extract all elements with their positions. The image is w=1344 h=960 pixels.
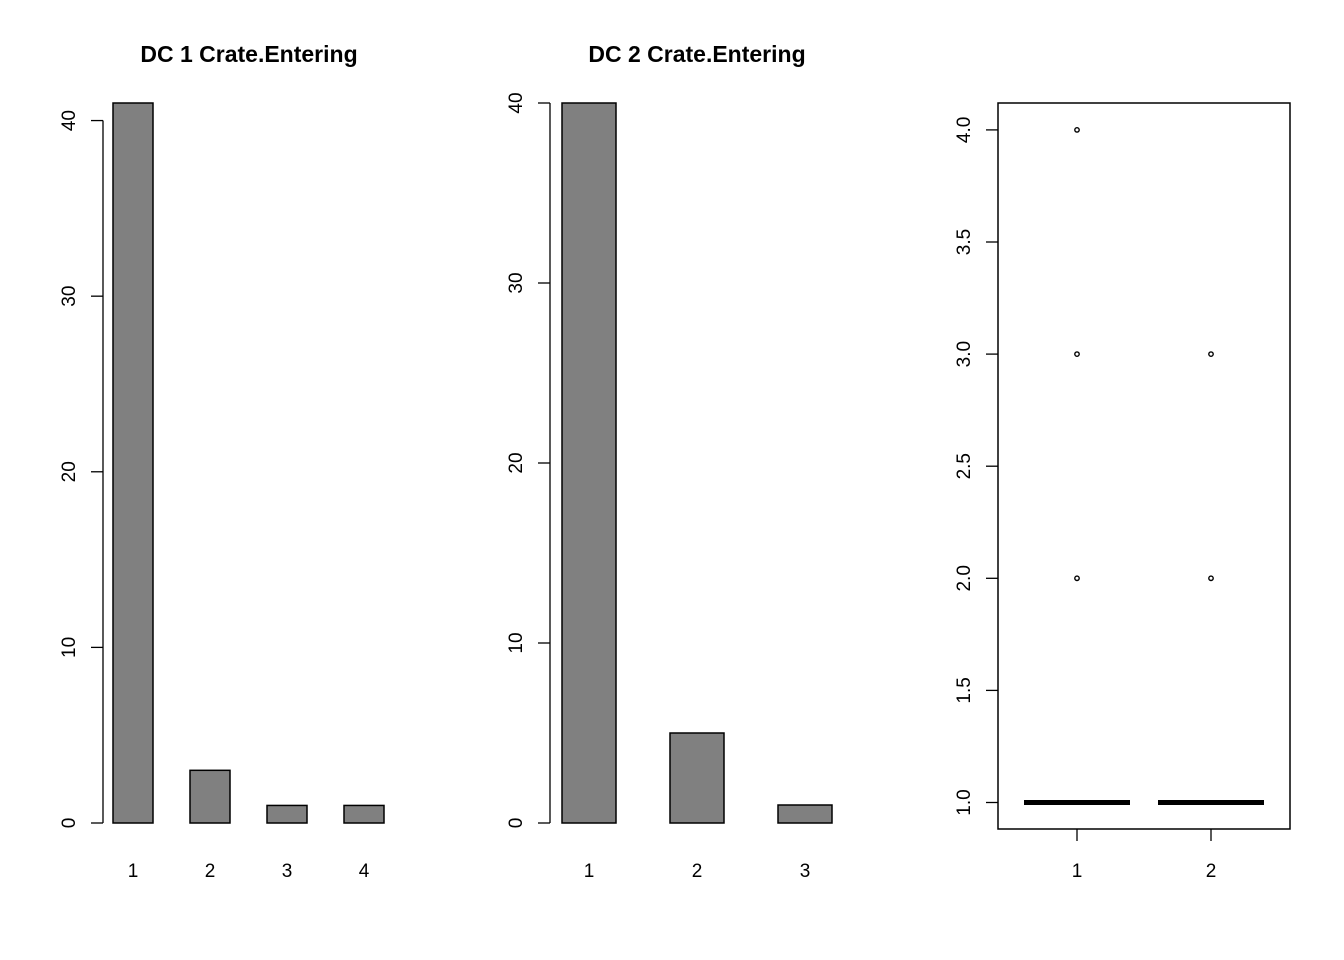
y-tick-label: 4.0 <box>954 117 975 143</box>
bar <box>343 804 385 824</box>
bar <box>777 804 833 824</box>
outlier-point <box>1074 351 1080 357</box>
bar <box>561 102 617 824</box>
x-category-label: 2 <box>1206 861 1217 882</box>
bar <box>669 732 725 824</box>
y-tick-label: 3.5 <box>954 229 975 255</box>
bar <box>112 102 154 824</box>
x-category-label: 3 <box>800 861 811 882</box>
chart-title: DC 2 Crate.Entering <box>588 41 805 67</box>
bar-chart-dc2: DC 2 Crate.Entering 0 10 20 30 40 1 2 3 <box>506 41 833 882</box>
outlier-point <box>1208 351 1214 357</box>
y-tick-label: 2.0 <box>954 565 975 591</box>
bar-chart-dc1: DC 1 Crate.Entering 0 10 20 30 40 1 2 3 4 <box>59 41 385 882</box>
y-tick-label: 40 <box>506 92 527 113</box>
y-tick-label: 10 <box>59 637 80 658</box>
y-tick-label: 3.0 <box>954 341 975 367</box>
y-tick-label: 1.0 <box>954 789 975 815</box>
outlier-point <box>1074 126 1080 133</box>
y-tick-label: 30 <box>59 286 80 307</box>
outlier-point <box>1208 575 1214 582</box>
chart-title: DC 1 Crate.Entering <box>140 41 357 67</box>
x-category-label: 3 <box>282 861 293 882</box>
plot-frame <box>997 102 1291 830</box>
y-tick-label: 2.5 <box>954 453 975 479</box>
x-category-label: 4 <box>359 861 370 882</box>
y-tick-label: 1.5 <box>954 677 975 703</box>
y-tick-label: 20 <box>59 461 80 482</box>
y-tick-label: 0 <box>59 818 80 829</box>
bar <box>266 804 308 824</box>
y-tick-label: 30 <box>506 272 527 293</box>
x-category-label: 1 <box>128 861 139 882</box>
x-category-label: 1 <box>1072 861 1083 882</box>
bar <box>189 769 231 824</box>
x-category-label: 2 <box>205 861 216 882</box>
y-tick-label: 40 <box>59 110 80 131</box>
x-category-label: 2 <box>692 861 703 882</box>
y-tick-label: 20 <box>506 452 527 473</box>
outlier-point <box>1074 575 1080 582</box>
boxplot-chart: 1.0 1.5 2.0 2.5 3.0 3.5 4.0 1 2 <box>954 102 1291 882</box>
x-category-label: 1 <box>584 861 595 882</box>
y-tick-label: 10 <box>506 632 527 653</box>
y-tick-label: 0 <box>506 818 527 829</box>
